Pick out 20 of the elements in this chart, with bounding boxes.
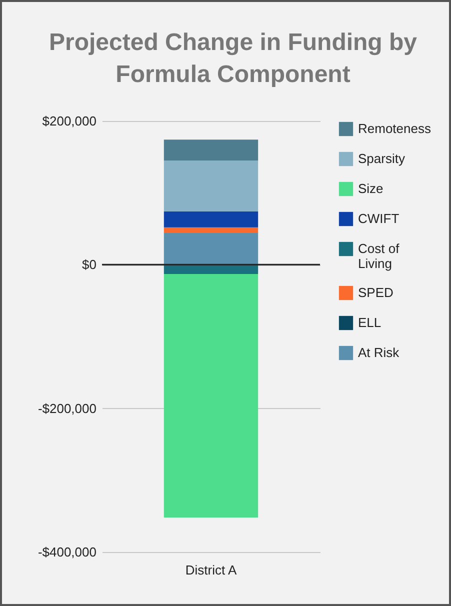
bar — [164, 274, 258, 518]
y-tick-label: $0 — [82, 257, 96, 272]
bar — [164, 140, 258, 161]
bar — [164, 233, 258, 265]
legend-label: ELL — [358, 315, 382, 330]
legend-label: CWIFT — [358, 211, 400, 226]
legend-label: Sparsity — [358, 151, 406, 166]
legend-label: Cost of Living — [358, 241, 400, 271]
x-tick-label: District A — [185, 562, 237, 578]
bar — [164, 227, 258, 234]
bar — [164, 212, 258, 228]
y-tick-label: -$200,000 — [38, 400, 96, 416]
y-tick-label: $200,000 — [42, 114, 96, 128]
legend-label: At Risk — [358, 345, 400, 360]
legend-label: Size — [358, 181, 384, 196]
bar — [164, 160, 258, 212]
legend-label: Remoteness — [358, 121, 432, 136]
chart-title: Projected Change in Funding by Formula Component — [48, 29, 418, 88]
legend-label: SPED — [358, 285, 394, 300]
y-tick-label: -$400,000 — [38, 544, 96, 560]
